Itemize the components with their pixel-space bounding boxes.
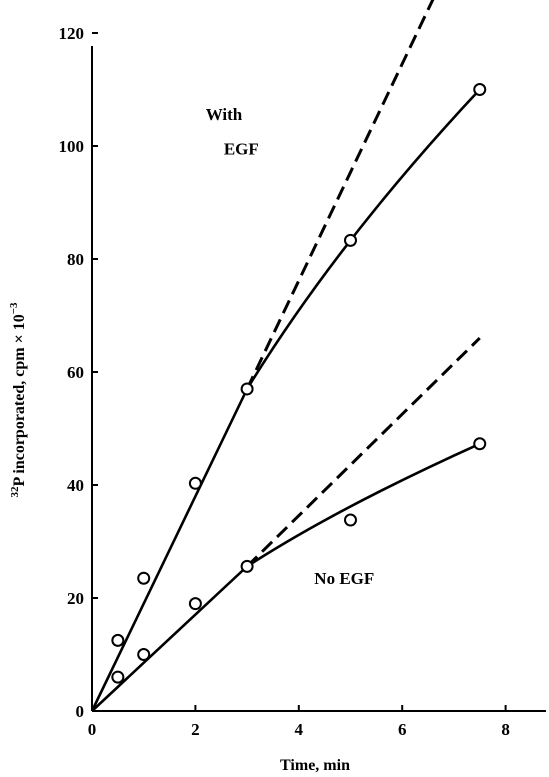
y-axis-title-superscript: 32 bbox=[9, 486, 21, 498]
y-tick-label: 40 bbox=[67, 476, 84, 495]
series-with_egf bbox=[92, 0, 485, 711]
annotation-label: No EGF bbox=[314, 569, 374, 588]
y-tick-label: 60 bbox=[67, 363, 84, 382]
y-tick-label: 120 bbox=[59, 24, 85, 43]
series-with_egf-point bbox=[242, 383, 253, 394]
y-axis-title-exponent: −3 bbox=[8, 302, 20, 314]
y-tick-label: 80 bbox=[67, 250, 84, 269]
series-no_egf-curve bbox=[92, 444, 480, 711]
x-tick-label: 4 bbox=[295, 720, 304, 739]
series-with_egf-curve bbox=[92, 90, 480, 712]
series-no_egf-point bbox=[242, 561, 253, 572]
x-tick-label: 8 bbox=[501, 720, 510, 739]
series-no_egf bbox=[92, 338, 485, 711]
series-no_egf-point bbox=[112, 672, 123, 683]
series-with_egf-point bbox=[345, 235, 356, 246]
series-no_egf-extrapolation bbox=[247, 338, 480, 566]
y-axis-title: 32P incorporated, cpm × 10−3 bbox=[8, 302, 28, 497]
annotation-label: With bbox=[206, 105, 243, 124]
x-tick-label: 0 bbox=[88, 720, 97, 739]
y-tick-label: 20 bbox=[67, 589, 84, 608]
series-no_egf-point bbox=[474, 438, 485, 449]
series-with_egf-point bbox=[190, 478, 201, 489]
series-no_egf-point bbox=[345, 515, 356, 526]
annotation-label: EGF bbox=[224, 139, 259, 158]
axes: 0 20 40 60 80 100 120 0 2 4 6 8 bbox=[59, 24, 547, 739]
series-with_egf-point bbox=[112, 635, 123, 646]
x-tick-label: 2 bbox=[191, 720, 200, 739]
y-tick-label: 0 bbox=[76, 702, 85, 721]
series-no_egf-point bbox=[190, 598, 201, 609]
series-layer bbox=[92, 0, 485, 711]
series-with_egf-point bbox=[474, 84, 485, 95]
y-tick-label: 100 bbox=[59, 137, 85, 156]
series-with_egf-point bbox=[138, 573, 149, 584]
y-axis-title-main: P incorporated, cpm × 10 bbox=[11, 314, 28, 486]
x-axis-title: Time, min bbox=[280, 757, 350, 774]
series-with_egf-extrapolation bbox=[247, 0, 436, 389]
x-tick-label: 6 bbox=[398, 720, 407, 739]
series-no_egf-point bbox=[138, 649, 149, 660]
